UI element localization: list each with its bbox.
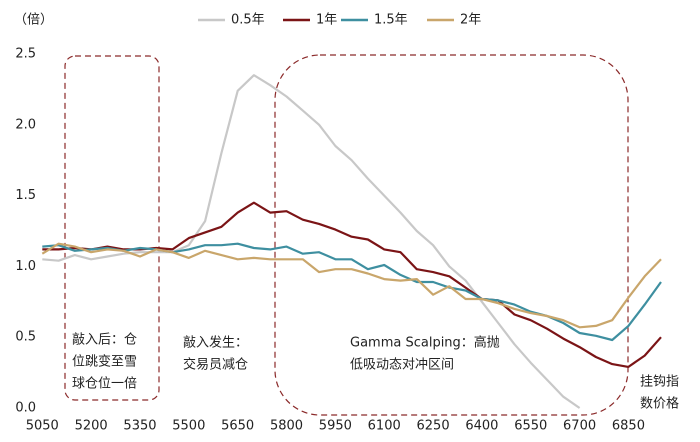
x-tick-label: 5800 xyxy=(270,419,303,434)
x-label: 数价格 xyxy=(640,396,679,412)
x-tick-label: 6550 xyxy=(514,419,547,434)
annotation: 敲入发生： xyxy=(183,335,248,351)
annotation: 球仓位一倍 xyxy=(72,377,137,392)
legend-label: 1年 xyxy=(316,13,337,28)
legend-label: 0.5年 xyxy=(231,13,265,28)
x-tick-label: 5050 xyxy=(26,419,59,434)
x-tick-label: 6700 xyxy=(563,419,596,434)
series-line xyxy=(41,242,662,329)
y-tick-label: 1.5 xyxy=(15,188,36,203)
x-tick-label: 6250 xyxy=(417,419,450,434)
annotation: 低吸动态对冲区间 xyxy=(350,358,454,373)
x-tick-label: 5500 xyxy=(172,419,205,434)
y-tick-label: 0.0 xyxy=(15,401,36,416)
legend-label: 2年 xyxy=(460,13,481,28)
annotation-box xyxy=(274,54,629,416)
x-label: 挂钩指 xyxy=(640,375,679,390)
annotation: 位跳变至雪 xyxy=(72,354,137,370)
annotation-box xyxy=(64,55,160,401)
x-tick-label: 5650 xyxy=(221,419,254,434)
x-tick-label: 6100 xyxy=(368,419,401,434)
y-tick-label: 2.5 xyxy=(15,47,36,62)
y-tick-label: 0.5 xyxy=(15,330,36,345)
annotation: Gamma Scalping：高抛 xyxy=(350,335,500,351)
annotation: 敲入后：仓 xyxy=(72,332,137,348)
x-tick-label: 5350 xyxy=(123,419,156,434)
x-tick-label: 6400 xyxy=(465,419,498,434)
x-tick-label: 5950 xyxy=(319,419,352,434)
x-tick-label: 6850 xyxy=(612,419,645,434)
annotation: 交易员减仓 xyxy=(183,357,248,373)
y-unit: （倍） xyxy=(14,13,53,28)
y-tick-label: 2.0 xyxy=(15,117,36,132)
x-tick-label: 5200 xyxy=(75,419,108,434)
series-line xyxy=(42,242,662,342)
legend-label: 1.5年 xyxy=(374,13,408,28)
y-tick-label: 1.0 xyxy=(15,259,36,274)
